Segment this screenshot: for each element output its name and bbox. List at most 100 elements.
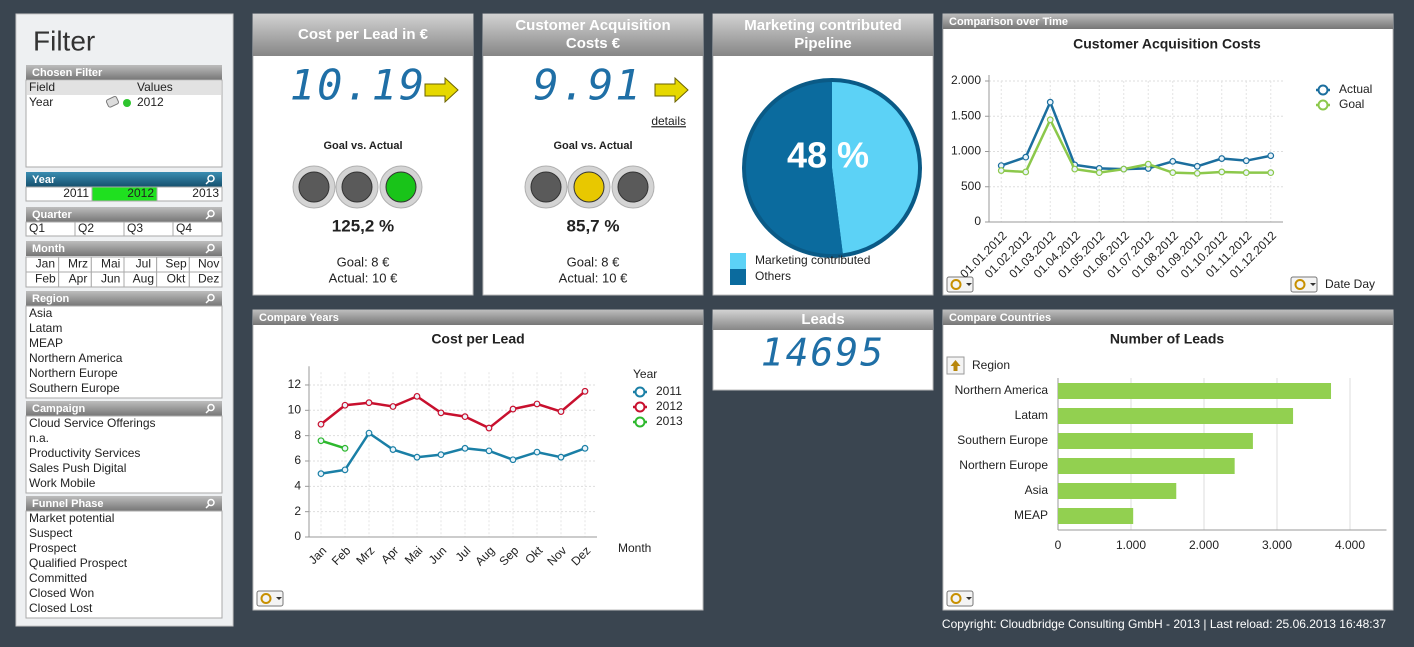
- list-item-text[interactable]: Latam: [29, 321, 62, 335]
- box-header: [26, 65, 222, 80]
- list-item-text[interactable]: 2013: [192, 186, 219, 200]
- search-icon[interactable]: [207, 403, 215, 412]
- list-item-text[interactable]: Jun: [101, 272, 120, 286]
- details-link[interactable]: details: [651, 114, 686, 128]
- list-item-text[interactable]: Prospect: [29, 541, 77, 555]
- list-item-text[interactable]: MEAP: [29, 336, 63, 350]
- chart-title: Number of Leads: [1110, 331, 1225, 347]
- list-item-text[interactable]: Nov: [198, 257, 219, 271]
- list-item-text[interactable]: Q4: [176, 221, 192, 235]
- list-item-text[interactable]: Suspect: [29, 526, 73, 540]
- clear-icon[interactable]: [105, 95, 119, 108]
- list-item-text[interactable]: Q1: [29, 221, 45, 235]
- data-point: [1022, 168, 1030, 176]
- data-point: [997, 167, 1005, 174]
- x-tick-label: 4.000: [1335, 538, 1365, 552]
- y-tick-label: 0: [974, 214, 981, 228]
- list-item-text[interactable]: Jul: [136, 257, 151, 271]
- chart-panel: [252, 309, 704, 611]
- kpi-panel: [252, 13, 474, 296]
- search-icon[interactable]: [205, 409, 210, 414]
- pie-slice: [746, 82, 843, 254]
- list-item-text[interactable]: Sales Push Digital: [29, 461, 126, 475]
- traffic-light: [341, 171, 373, 203]
- box-header: [26, 496, 222, 511]
- list-item-text[interactable]: Sep: [165, 257, 187, 271]
- search-icon[interactable]: [205, 180, 210, 185]
- kpi-subtitle: Goal vs. Actual: [323, 140, 402, 152]
- data-point: [389, 403, 397, 410]
- box-header: [943, 14, 1393, 29]
- data-point: [341, 466, 349, 474]
- list-item-text[interactable]: Jan: [36, 257, 55, 271]
- data-point: [1169, 169, 1177, 177]
- data-point: [461, 413, 469, 421]
- box-title: Year: [32, 174, 56, 186]
- y-tick-label: 4: [294, 478, 301, 492]
- x-tick-label: 1.000: [1116, 538, 1146, 552]
- series-line: [1000, 98, 1271, 171]
- data-point: [1218, 155, 1226, 162]
- list-item-text[interactable]: Qualified Prospect: [29, 556, 128, 570]
- list-body: [25, 415, 223, 494]
- panel-title: Marketing contributed Pipeline: [744, 17, 902, 52]
- data-point: [1046, 116, 1054, 124]
- y-tick-label: MEAP: [1014, 508, 1048, 522]
- list-item-text[interactable]: Closed Won: [29, 586, 94, 600]
- list-item-text[interactable]: Cloud Service Offerings: [29, 416, 156, 430]
- list-item-text[interactable]: Mai: [101, 257, 120, 271]
- chart-title: Customer Acquisition Costs: [1073, 36, 1261, 52]
- data-point: [461, 444, 469, 452]
- search-icon[interactable]: [207, 209, 215, 218]
- box-title: Campaign: [32, 403, 85, 415]
- list-item-text[interactable]: Feb: [35, 272, 56, 286]
- list-item-text[interactable]: Northern America: [29, 351, 123, 365]
- list-item-text[interactable]: 2011: [63, 186, 89, 200]
- list-item-text[interactable]: Q3: [127, 221, 143, 235]
- chart-menu-icon[interactable]: [256, 590, 284, 607]
- search-icon[interactable]: [207, 243, 215, 252]
- chosen-cell: 2012: [137, 95, 164, 109]
- list-item-text[interactable]: 2012: [127, 186, 154, 200]
- data-point: [1144, 160, 1152, 168]
- y-tick-label: 8: [294, 428, 301, 442]
- search-icon[interactable]: [207, 293, 215, 302]
- panel-header: [253, 14, 473, 56]
- list-item-text[interactable]: Closed Lost: [29, 601, 93, 615]
- chart-menu-icon[interactable]: [1290, 276, 1318, 293]
- search-icon[interactable]: [205, 299, 210, 304]
- data-point: [317, 437, 325, 445]
- list-item-text[interactable]: Committed: [29, 571, 87, 585]
- list-item-text[interactable]: Productivity Services: [29, 446, 140, 460]
- box-title: Quarter: [32, 209, 72, 221]
- data-point: [557, 453, 565, 461]
- chart-menu-icon[interactable]: [946, 276, 974, 293]
- list-item[interactable]: [156, 186, 223, 202]
- list-item-text[interactable]: Asia: [29, 306, 53, 320]
- search-icon[interactable]: [207, 174, 215, 183]
- list-item-text[interactable]: Work Mobile: [29, 476, 96, 490]
- search-icon[interactable]: [205, 249, 210, 254]
- search-icon[interactable]: [205, 215, 210, 220]
- search-icon[interactable]: [207, 498, 215, 507]
- y-tick-label: 500: [961, 179, 981, 193]
- chart-menu-icon[interactable]: [946, 590, 974, 607]
- data-point: [1218, 168, 1226, 176]
- list-item-text[interactable]: n.a.: [29, 431, 49, 445]
- bar: [1058, 408, 1294, 424]
- list-item-text[interactable]: Mrz: [68, 257, 88, 271]
- drill-up-icon[interactable]: [946, 356, 965, 375]
- list-item[interactable]: [188, 271, 223, 288]
- list-item-text[interactable]: Okt: [167, 272, 186, 286]
- list-item-text[interactable]: Aug: [133, 272, 154, 286]
- list-item-text[interactable]: Apr: [69, 272, 88, 286]
- list-item-text[interactable]: Q2: [78, 221, 94, 235]
- panel-title: Cost per Lead in €: [297, 26, 429, 43]
- list-item-text[interactable]: Dez: [198, 272, 219, 286]
- list-item-text[interactable]: Southern Europe: [29, 381, 120, 395]
- legend-title: Year: [633, 367, 657, 381]
- list-item-text[interactable]: Northern Europe: [29, 366, 118, 380]
- list-item-text[interactable]: Market potential: [29, 511, 114, 525]
- search-icon[interactable]: [205, 504, 210, 509]
- list-item[interactable]: [172, 221, 223, 237]
